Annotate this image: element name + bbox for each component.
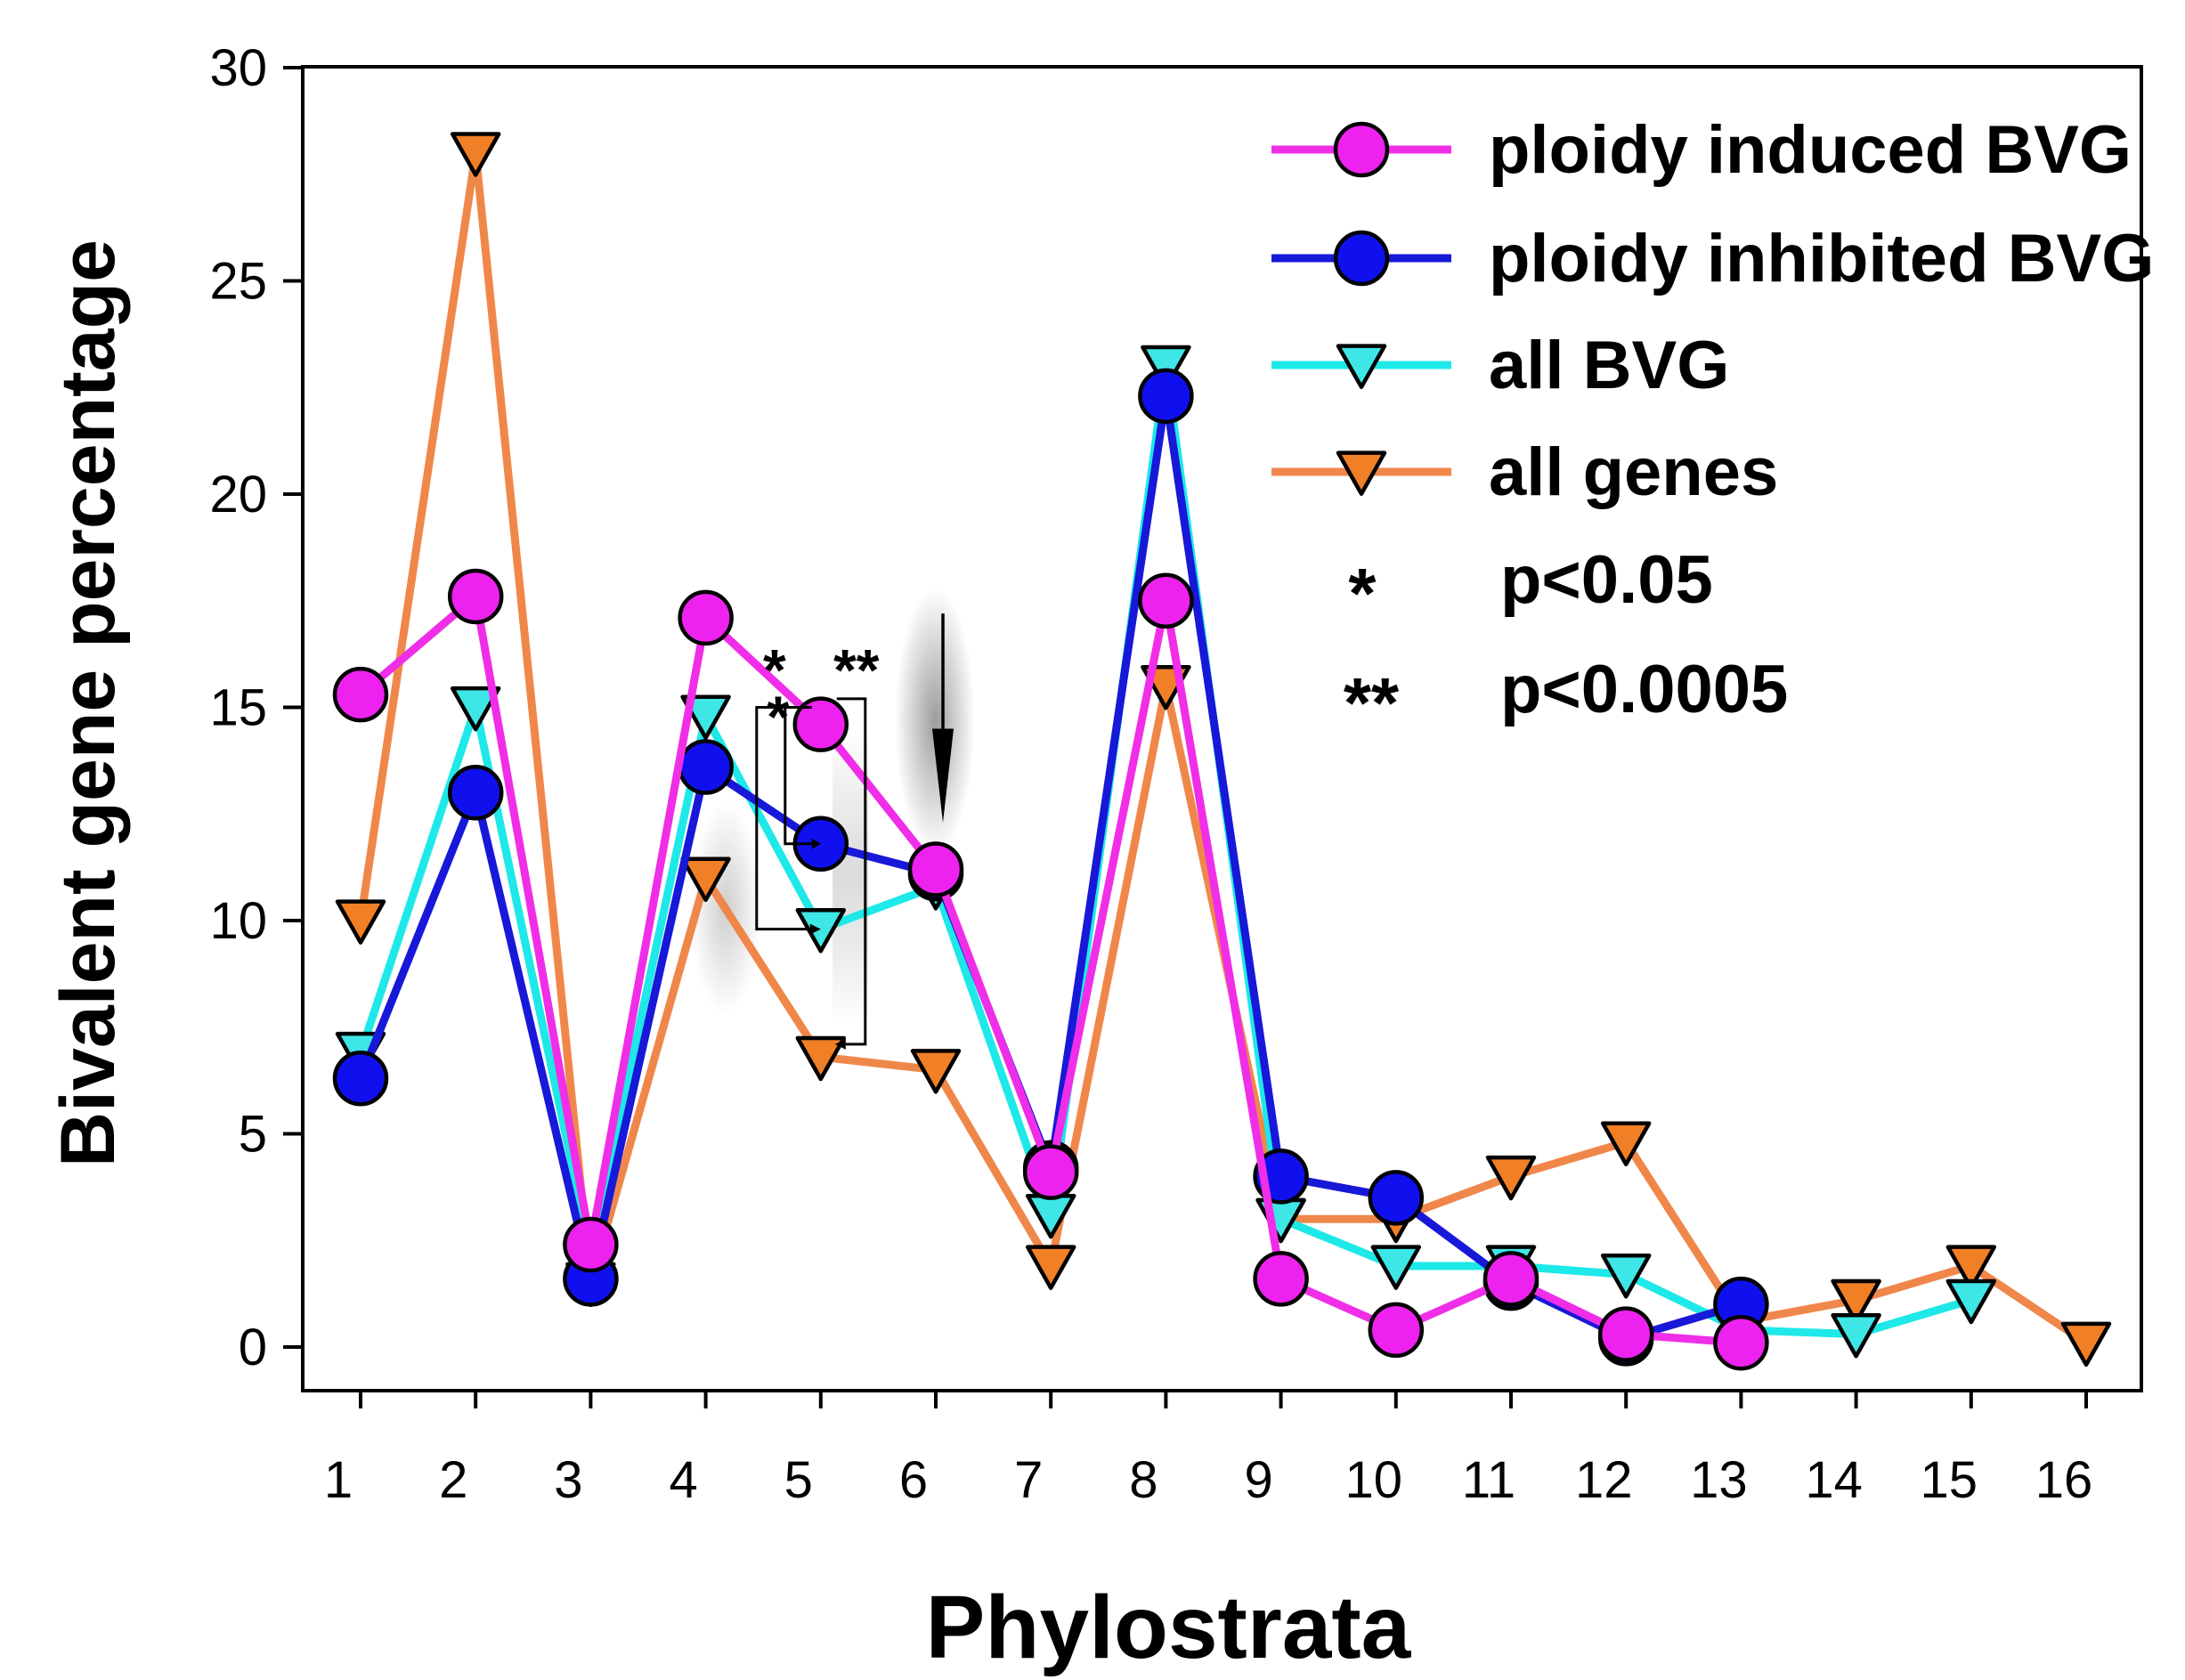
- data-point-ploidy-induced-bvg: [792, 696, 849, 752]
- data-point-all-genes: [335, 899, 386, 945]
- legend-label: ploidy inhibited BVG: [1489, 221, 2154, 296]
- x-axis-title: Phylostrata: [926, 1578, 1412, 1677]
- data-point-all-bvg: [1600, 1254, 1652, 1299]
- data-point-all-genes: [680, 856, 731, 903]
- data-point-ploidy-inhibited-bvg: [447, 765, 504, 821]
- data-point-ploidy-inhibited-bvg: [678, 739, 734, 795]
- plot-frame: [301, 65, 2143, 1392]
- legend-significance-label: p<0.0005: [1500, 652, 1788, 727]
- x-tick-label: 11: [1462, 1451, 1515, 1509]
- y-tick-label: 15: [209, 679, 267, 737]
- x-tick-label: 4: [669, 1451, 697, 1509]
- x-tick-label: 3: [554, 1451, 582, 1509]
- bracket-arrowhead: [834, 1038, 846, 1050]
- bracket-arrowhead: [809, 923, 821, 935]
- data-point-all-bvg: [795, 908, 847, 954]
- x-tick-label: 12: [1575, 1451, 1633, 1509]
- data-point-ploidy-inhibited-bvg: [1138, 368, 1194, 425]
- pointer-arrow-head: [932, 728, 954, 823]
- data-point-all-bvg: [450, 686, 501, 732]
- x-tick-label: 9: [1244, 1451, 1272, 1509]
- series-layer: [332, 132, 2112, 1371]
- data-point-ploidy-inhibited-bvg: [332, 1050, 389, 1107]
- data-point-all-genes: [2060, 1321, 2112, 1368]
- data-point-ploidy-induced-bvg: [1597, 1306, 1654, 1362]
- data-point-ploidy-induced-bvg: [678, 589, 734, 646]
- x-tick-label: 15: [1921, 1451, 1978, 1509]
- data-point-all-genes: [910, 1049, 962, 1094]
- data-point-ploidy-induced-bvg: [1482, 1251, 1539, 1307]
- y-tick-label: 5: [239, 1106, 267, 1164]
- data-point-all-genes: [450, 132, 501, 177]
- x-tick-label: 16: [2035, 1451, 2093, 1509]
- data-point-all-bvg: [1945, 1278, 1997, 1325]
- legend-significance-symbol: **: [1344, 663, 1400, 743]
- shadow-artifacts: [690, 588, 975, 1024]
- data-point-all-genes: [1600, 1121, 1652, 1167]
- data-point-all-bvg: [1370, 1245, 1422, 1290]
- data-point-ploidy-induced-bvg: [1022, 1144, 1079, 1200]
- legend-marker: [1336, 450, 1387, 496]
- x-tick-label: 8: [1129, 1451, 1157, 1509]
- data-point-all-genes: [1485, 1155, 1537, 1201]
- legend-marker: [1333, 230, 1390, 287]
- data-point-ploidy-induced-bvg: [563, 1216, 619, 1273]
- data-point-ploidy-induced-bvg: [332, 666, 389, 723]
- data-point-all-bvg: [1141, 345, 1191, 391]
- data-point-ploidy-induced-bvg: [447, 568, 504, 625]
- y-tick-label: 25: [209, 253, 267, 311]
- y-tick-label: 10: [209, 892, 267, 950]
- data-point-ploidy-induced-bvg: [1713, 1314, 1769, 1371]
- data-point-all-bvg: [680, 694, 731, 741]
- x-tick-label: 7: [1014, 1451, 1043, 1509]
- data-point-all-genes: [1831, 1278, 1881, 1325]
- x-tick-label: 6: [899, 1451, 928, 1509]
- y-tick-label: 20: [209, 466, 267, 523]
- x-tick-label: 10: [1345, 1451, 1403, 1509]
- data-point-ploidy-inhibited-bvg: [1368, 1170, 1425, 1226]
- legend: ploidy induced BVG ploidy inhibited BVG al…: [1271, 112, 2154, 743]
- data-point-all-genes: [1025, 1245, 1076, 1290]
- y-tick-label: 0: [239, 1319, 267, 1376]
- legend-label: all genes: [1489, 434, 1778, 510]
- significance-bracket-inner: [784, 706, 812, 846]
- x-tick-label: 1: [324, 1451, 353, 1509]
- legend-significance-symbol: *: [1348, 554, 1377, 633]
- data-point-all-genes: [795, 1035, 847, 1082]
- bracket-arrowhead: [811, 838, 821, 849]
- y-axis-title: Bivalent gene percentage: [45, 239, 131, 1167]
- x-tick-label: 5: [784, 1451, 813, 1509]
- legend-label: ploidy induced BVG: [1489, 112, 2132, 188]
- legend-marker: [1333, 121, 1390, 178]
- legend-label: all BVG: [1489, 328, 1729, 403]
- significance-bracket-outer: [755, 706, 812, 931]
- legend-marker: [1336, 344, 1387, 389]
- x-tick-label: 13: [1690, 1451, 1748, 1509]
- data-point-all-genes: [1945, 1245, 1997, 1290]
- data-point-ploidy-induced-bvg: [1138, 572, 1194, 629]
- data-point-ploidy-induced-bvg: [907, 841, 964, 897]
- data-point-all-bvg: [1831, 1313, 1881, 1359]
- data-point-ploidy-induced-bvg: [1368, 1302, 1425, 1359]
- annotation-layer: ****: [755, 613, 954, 1050]
- x-tick-label: 14: [1805, 1451, 1863, 1509]
- legend-significance-label: p<0.05: [1500, 542, 1713, 618]
- significance-star: *: [763, 637, 786, 702]
- data-point-ploidy-induced-bvg: [1253, 1251, 1309, 1307]
- x-tick-label: 2: [439, 1451, 467, 1509]
- series-ploidy-induced-bvg: [332, 568, 1769, 1371]
- significance-double-star: **: [833, 637, 880, 702]
- y-tick-label: 30: [209, 39, 267, 97]
- significance-star: *: [767, 684, 790, 750]
- significance-bracket-right: [836, 697, 867, 1046]
